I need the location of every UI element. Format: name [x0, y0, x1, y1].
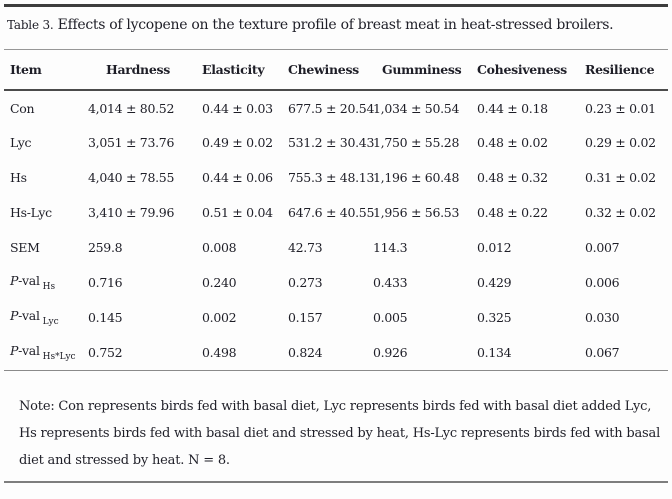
cell-gumminess: 114.3: [373, 240, 408, 255]
cell-gumminess: 1,196 ± 60.48: [373, 170, 460, 185]
cell-elasticity: 0.49 ± 0.02: [202, 135, 273, 150]
cell-chewiness: 0.273: [288, 275, 323, 290]
row-label: P-val Hs*Lyc: [4, 335, 88, 370]
col-header-item: Item: [4, 50, 88, 91]
cell-chewiness: 755.3 ± 48.13: [288, 170, 375, 185]
row-label: Hs: [10, 170, 27, 185]
cell-resilience: 0.067: [585, 345, 620, 360]
bottom-rule: [4, 481, 668, 483]
top-rule: [4, 4, 668, 7]
cell-cohesiveness: 0.48 ± 0.02: [477, 135, 548, 150]
pval-italic-p: P: [10, 343, 19, 359]
table-row-lyc: Lyc 3,051 ± 73.76 0.49 ± 0.02 531.2 ± 30…: [4, 125, 668, 160]
table-title-text: Effects of lycopene on the texture profi…: [57, 17, 614, 33]
table-row-sem: SEM 259.8 0.008 42.73 114.3 0.012 0.007: [4, 230, 668, 265]
cell-chewiness: 0.824: [288, 345, 323, 360]
table-row-pval-hs: P-val Hs 0.716 0.240 0.273 0.433 0.429 0.…: [4, 265, 668, 300]
cell-elasticity: 0.44 ± 0.06: [202, 170, 273, 185]
cell-chewiness: 647.6 ± 40.55: [288, 205, 375, 220]
col-header-cohesiveness: Cohesiveness: [477, 50, 585, 91]
cell-cohesiveness: 0.325: [477, 310, 512, 325]
pval-subscript: Hs: [42, 281, 56, 292]
col-header-elasticity: Elasticity: [202, 50, 288, 91]
paper-table-page: Table 3. Effects of lycopene on the text…: [0, 4, 672, 499]
note-line: Note: Con represents birds fed with basa…: [19, 399, 652, 414]
cell-elasticity: 0.44 ± 0.03: [202, 100, 273, 116]
cell-hardness: 0.716: [88, 275, 123, 290]
caption-divider-rule: [4, 49, 668, 50]
cell-elasticity: 0.498: [202, 345, 237, 360]
pval-mid: -val: [18, 343, 40, 359]
table-row-pval-lyc: P-val Lyc 0.145 0.002 0.157 0.005 0.325 0…: [4, 300, 668, 335]
cell-cohesiveness: 0.134: [477, 345, 512, 360]
header-row: Item Hardness Elasticity Chewiness Gummi…: [4, 50, 668, 91]
cell-cohesiveness: 0.429: [477, 275, 512, 290]
cell-gumminess: 0.433: [373, 275, 408, 290]
col-header-chewiness: Chewiness: [288, 50, 373, 91]
table-body: Con 4,014 ± 80.52 0.44 ± 0.03 677.5 ± 20…: [4, 90, 668, 370]
pval-subscript: Hs*Lyc: [42, 351, 76, 362]
pval-italic-p: P: [10, 273, 19, 289]
note-line: Hs represents birds fed with basal diet …: [19, 426, 661, 441]
cell-chewiness: 677.5 ± 20.54: [288, 100, 375, 116]
row-label: P-val Hs: [4, 265, 88, 300]
cell-resilience: 0.006: [585, 275, 620, 290]
cell-hardness: 4,040 ± 78.55: [88, 170, 175, 185]
cell-gumminess: 1,750 ± 55.28: [373, 135, 460, 150]
cell-gumminess: 1,034 ± 50.54: [373, 100, 460, 116]
table-number-label: Table 3.: [7, 18, 54, 32]
cell-elasticity: 0.51 ± 0.04: [202, 205, 273, 220]
cell-hardness: 259.8: [88, 240, 123, 255]
cell-gumminess: 0.005: [373, 310, 408, 325]
row-label: SEM: [10, 240, 40, 255]
cell-cohesiveness: 0.44 ± 0.18: [477, 100, 548, 116]
cell-cohesiveness: 0.48 ± 0.22: [477, 205, 548, 220]
cell-chewiness: 42.73: [288, 240, 323, 255]
table-row-pval-hs-lyc: P-val Hs*Lyc 0.752 0.498 0.824 0.926 0.13…: [4, 335, 668, 370]
col-header-resilience: Resilience: [585, 50, 668, 91]
cell-elasticity: 0.002: [202, 310, 237, 325]
pval-mid: -val: [18, 308, 40, 324]
cell-hardness: 3,410 ± 79.96: [88, 205, 175, 220]
table-header: Item Hardness Elasticity Chewiness Gummi…: [4, 50, 668, 91]
row-label: Con: [10, 100, 35, 116]
cell-hardness: 4,014 ± 80.52: [88, 100, 175, 116]
texture-profile-table: Item Hardness Elasticity Chewiness Gummi…: [4, 50, 668, 370]
row-label: P-val Lyc: [4, 300, 88, 335]
table-note: Note: Con represents birds fed with basa…: [19, 393, 664, 474]
pval-italic-p: P: [10, 308, 19, 324]
cell-resilience: 0.32 ± 0.02: [585, 205, 656, 220]
cell-elasticity: 0.240: [202, 275, 237, 290]
table-bottom-rule: [4, 370, 668, 371]
table-caption: Table 3. Effects of lycopene on the text…: [7, 15, 664, 35]
cell-resilience: 0.31 ± 0.02: [585, 170, 656, 185]
cell-elasticity: 0.008: [202, 240, 237, 255]
table-row-hs-lyc: Hs-Lyc 3,410 ± 79.96 0.51 ± 0.04 647.6 ±…: [4, 195, 668, 230]
row-label: Lyc: [10, 135, 32, 150]
cell-cohesiveness: 0.48 ± 0.32: [477, 170, 548, 185]
table-row-hs: Hs 4,040 ± 78.55 0.44 ± 0.06 755.3 ± 48.…: [4, 160, 668, 195]
cell-resilience: 0.29 ± 0.02: [585, 135, 656, 150]
cell-resilience: 0.030: [585, 310, 620, 325]
cell-cohesiveness: 0.012: [477, 240, 512, 255]
cell-resilience: 0.007: [585, 240, 620, 255]
col-header-hardness: Hardness: [88, 50, 202, 91]
cell-hardness: 0.752: [88, 345, 123, 360]
cell-chewiness: 531.2 ± 30.43: [288, 135, 375, 150]
cell-hardness: 3,051 ± 73.76: [88, 135, 175, 150]
pval-subscript: Lyc: [42, 316, 59, 327]
cell-resilience: 0.23 ± 0.01: [585, 100, 656, 116]
table-row-con: Con 4,014 ± 80.52 0.44 ± 0.03 677.5 ± 20…: [4, 90, 668, 125]
cell-chewiness: 0.157: [288, 310, 323, 325]
col-header-gumminess: Gumminess: [373, 50, 477, 91]
row-label: Hs-Lyc: [10, 205, 52, 220]
cell-gumminess: 0.926: [373, 345, 408, 360]
note-line: diet and stressed by heat. N = 8.: [19, 453, 230, 468]
cell-hardness: 0.145: [88, 310, 123, 325]
cell-gumminess: 1,956 ± 56.53: [373, 205, 460, 220]
pval-mid: -val: [18, 273, 40, 289]
